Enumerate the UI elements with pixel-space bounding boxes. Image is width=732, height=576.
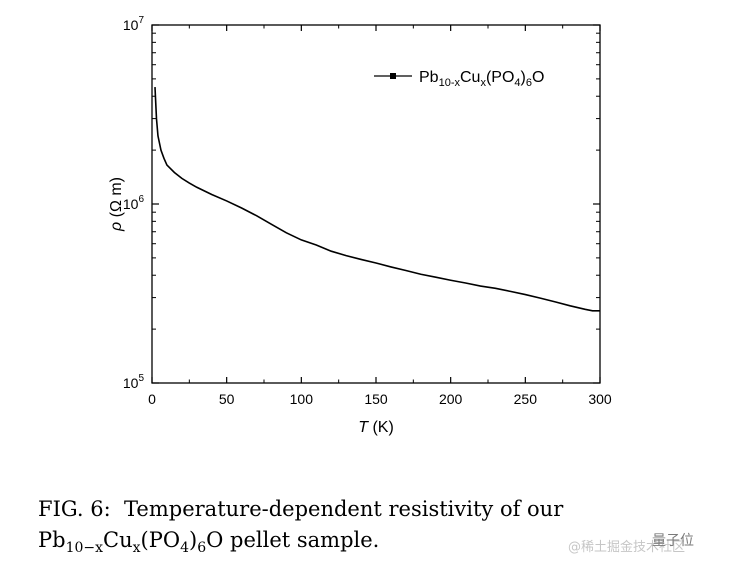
watermark-text: @稀土掘金技术社区 xyxy=(568,540,686,555)
y-tick-label: 106 xyxy=(123,194,145,212)
x-tick-label: 50 xyxy=(219,391,235,407)
resistivity-series-line xyxy=(154,87,600,312)
x-tick-label: 150 xyxy=(364,391,388,407)
x-axis-ticks: 0 50 100 150 200 250 300 xyxy=(148,25,612,407)
y-axis-ticks: 107 106 105 xyxy=(123,15,600,391)
watermark-brand: 量子位 xyxy=(652,533,694,549)
x-tick-label: 250 xyxy=(514,391,538,407)
x-tick-label: 300 xyxy=(588,391,612,407)
caption-suffix: pellet sample. xyxy=(230,528,380,552)
legend-marker-square xyxy=(390,73,396,79)
legend: Pb10-xCux(PO4)6O xyxy=(374,69,544,89)
x-tick-label: 100 xyxy=(290,391,314,407)
y-axis-label: ρ (Ω m) xyxy=(108,177,125,232)
legend-entry-label: Pb10-xCux(PO4)6O xyxy=(419,69,544,89)
x-axis-label: T (K) xyxy=(358,419,394,436)
resistivity-chart: 0 50 100 150 200 250 300 107 106 105 ρ (Ω m) T (… xyxy=(108,15,612,436)
caption-prefix: FIG. 6: xyxy=(38,497,111,521)
x-tick-label: 0 xyxy=(148,391,156,407)
figure-caption: FIG. 6: Temperature-dependent resistivit… xyxy=(38,494,688,556)
y-tick-label: 107 xyxy=(123,15,145,33)
caption-formula: Pb10−xCux(PO4)6O xyxy=(38,528,224,557)
x-tick-label: 200 xyxy=(439,391,463,407)
caption-text: Temperature-dependent resistivity of our xyxy=(124,497,564,521)
y-tick-label: 105 xyxy=(123,373,145,391)
